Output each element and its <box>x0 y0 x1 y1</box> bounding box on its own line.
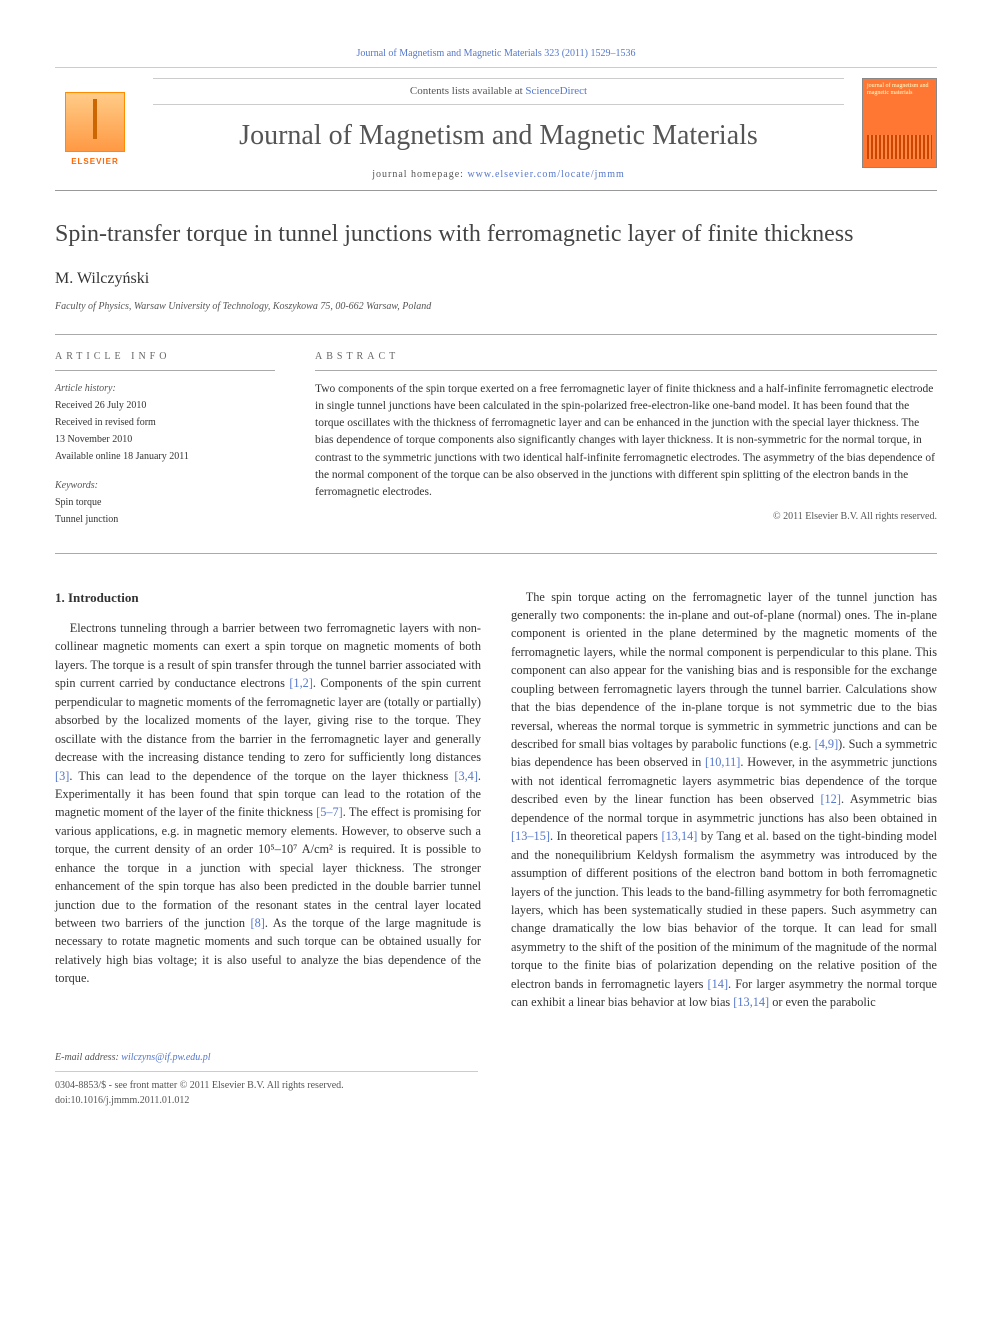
section-heading-1: 1. Introduction <box>55 588 481 608</box>
publisher-name: ELSEVIER <box>71 156 119 168</box>
keywords-block: Keywords: Spin torque Tunnel junction <box>55 478 275 527</box>
keyword-1: Spin torque <box>55 495 275 510</box>
author-name: M. Wilczyński <box>55 267 937 291</box>
article-title: Spin-transfer torque in tunnel junctions… <box>55 219 937 249</box>
ref-link-13-15[interactable]: [13–15] <box>511 829 550 843</box>
body-text-2f: by Tang et al. based on the tight-bindin… <box>511 829 937 991</box>
intro-paragraph-2: The spin torque acting on the ferromagne… <box>511 588 937 1012</box>
contents-pretext: Contents lists available at <box>410 85 525 97</box>
history-revised-1: Received in revised form <box>55 415 275 430</box>
abstract-column: abstract Two components of the spin torq… <box>315 349 937 529</box>
ref-link-4-9[interactable]: [4,9] <box>815 737 839 751</box>
keywords-label: Keywords: <box>55 478 275 493</box>
keyword-2: Tunnel junction <box>55 512 275 527</box>
cover-band-icon <box>867 135 932 159</box>
elsevier-tree-icon <box>65 92 125 152</box>
cover-label: journal of magnetism and magnetic materi… <box>867 83 932 96</box>
sciencedirect-link[interactable]: ScienceDirect <box>525 85 587 97</box>
publication-meta: 0304-8853/$ - see front matter © 2011 El… <box>55 1071 478 1108</box>
body-text-2h: or even the parabolic <box>769 995 876 1009</box>
running-header: Journal of Magnetism and Magnetic Materi… <box>55 40 937 68</box>
body-text-2a: The spin torque acting on the ferromagne… <box>511 590 937 752</box>
ref-link-13-14a[interactable]: [13,14] <box>662 829 698 843</box>
running-header-link[interactable]: Journal of Magnetism and Magnetic Materi… <box>356 48 635 59</box>
journal-name: Journal of Magnetism and Magnetic Materi… <box>153 115 844 157</box>
ref-link-13-14b[interactable]: [13,14] <box>733 995 769 1009</box>
masthead: ELSEVIER Contents lists available at Sci… <box>55 78 937 191</box>
abstract-copyright: © 2011 Elsevier B.V. All rights reserved… <box>315 509 937 524</box>
intro-paragraph-1: Electrons tunneling through a barrier be… <box>55 619 481 988</box>
homepage-line: journal homepage: www.elsevier.com/locat… <box>153 167 844 182</box>
issn-line: 0304-8853/$ - see front matter © 2011 El… <box>55 1078 478 1093</box>
body-text-1e: . The effect is promising for various ap… <box>55 805 481 930</box>
history-received: Received 26 July 2010 <box>55 398 275 413</box>
email-link[interactable]: wilczyns@if.pw.edu.pl <box>121 1052 210 1063</box>
ref-link-12[interactable]: [12] <box>820 792 841 806</box>
ref-link-5-7[interactable]: [5–7] <box>316 805 343 819</box>
body-text-1c: . This can lead to the dependence of the… <box>69 769 454 783</box>
publisher-logo: ELSEVIER <box>55 78 135 168</box>
history-online: Available online 18 January 2011 <box>55 449 275 464</box>
history-label: Article history: <box>55 381 275 396</box>
journal-cover-thumb: journal of magnetism and magnetic materi… <box>862 78 937 168</box>
email-label: E-mail address: <box>55 1052 121 1063</box>
info-abstract-block: article info Article history: Received 2… <box>55 334 937 554</box>
ref-link-3[interactable]: [3] <box>55 769 69 783</box>
ref-link-1-2[interactable]: [1,2] <box>289 676 313 690</box>
homepage-pretext: journal homepage: <box>372 169 467 180</box>
abstract-text: Two components of the spin torque exerte… <box>315 381 937 502</box>
article-info-column: article info Article history: Received 2… <box>55 349 275 529</box>
ref-link-3-4[interactable]: [3,4] <box>454 769 478 783</box>
ref-link-8[interactable]: [8] <box>250 916 264 930</box>
history-revised-2: 13 November 2010 <box>55 432 275 447</box>
email-line: E-mail address: wilczyns@if.pw.edu.pl <box>55 1050 937 1065</box>
doi-line: doi:10.1016/j.jmmm.2011.01.012 <box>55 1093 478 1108</box>
body-text: 1. Introduction Electrons tunneling thro… <box>55 588 937 1012</box>
footer-block: E-mail address: wilczyns@if.pw.edu.pl 03… <box>55 1050 937 1108</box>
masthead-center: Contents lists available at ScienceDirec… <box>153 78 844 182</box>
article-info-heading: article info <box>55 349 275 371</box>
ref-link-14[interactable]: [14] <box>708 977 729 991</box>
ref-link-10-11[interactable]: [10,11] <box>705 755 740 769</box>
author-affiliation: Faculty of Physics, Warsaw University of… <box>55 299 937 314</box>
homepage-link[interactable]: www.elsevier.com/locate/jmmm <box>467 169 624 180</box>
body-text-2e: . In theoretical papers <box>550 829 662 843</box>
contents-line: Contents lists available at ScienceDirec… <box>153 78 844 105</box>
abstract-heading: abstract <box>315 349 937 371</box>
